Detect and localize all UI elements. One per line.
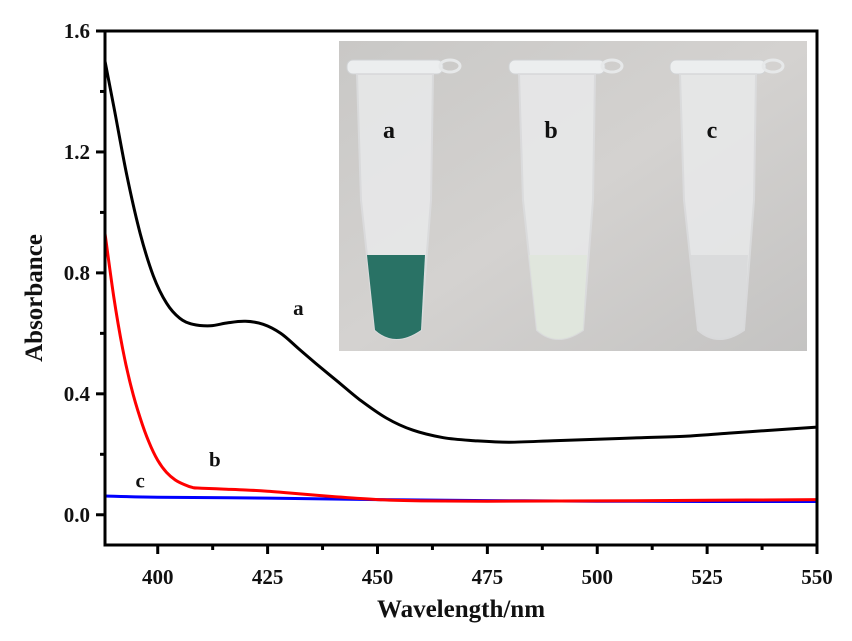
inset-photo: a b c [339,41,807,351]
sample-tube: b [508,58,624,340]
series-layer [105,60,817,503]
x-tick-label: 500 [581,565,613,589]
axis-ticks [96,29,819,554]
y-tick-label: 0.0 [64,503,90,527]
y-tick-label: 0.8 [64,261,90,285]
y-axis-title: Absorbance [21,234,48,362]
y-tick-label: 1.6 [64,19,90,43]
y-tick-label: 0.4 [64,382,91,406]
plot-frame [103,29,819,547]
tube-liquid [690,255,748,339]
sample-tube: c [669,58,785,340]
curve-label-a: a [293,296,304,320]
x-tick-label: 400 [142,565,174,589]
series-b-line [105,233,817,503]
tick-labels: 400 425 450 475 500 525 550 0.0 0.4 0.8 1.2 1.6 [64,19,833,589]
x-tick-label: 450 [362,565,394,589]
inset-tube-label: b [544,118,557,144]
x-tick-label: 525 [691,565,723,589]
x-tick-label: 425 [252,565,284,589]
x-tick-label: 550 [801,565,833,589]
tube-liquid [367,255,425,339]
series-a-line [105,60,817,444]
x-tick-label: 475 [472,565,504,589]
tube-liquid [529,255,587,339]
inset-tube-label: c [707,118,718,144]
curve-labels: a b c [135,296,304,492]
curve-label-b: b [209,447,221,471]
y-tick-label: 1.2 [64,140,90,164]
sample-tube: a [346,58,462,340]
curve-label-c: c [135,469,144,493]
x-axis-title: Wavelength/nm [377,596,545,623]
inset-tube-label: a [383,118,395,144]
